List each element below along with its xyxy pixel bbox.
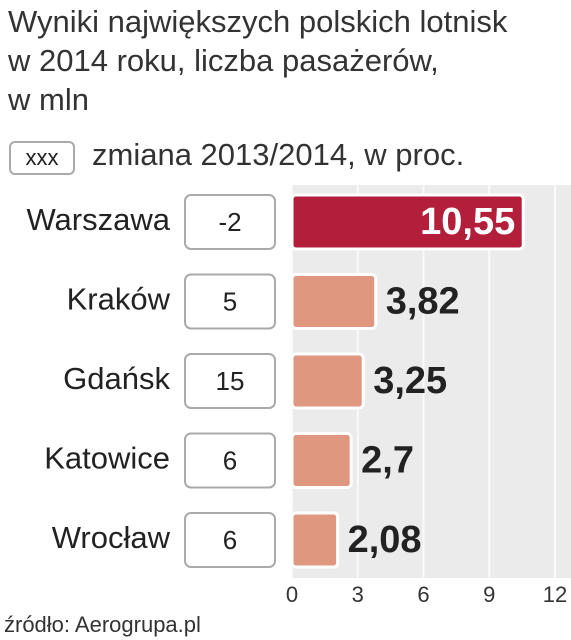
value-label: 3,82 — [386, 281, 460, 323]
change-box — [184, 353, 276, 409]
x-tick-label: 6 — [417, 582, 429, 607]
change-box — [184, 194, 276, 250]
legend-key-box — [9, 141, 75, 175]
legend-key: xxx — [26, 145, 59, 170]
change-box — [184, 432, 276, 489]
change-label: 6 — [223, 445, 237, 475]
x-tick-label: 3 — [352, 582, 364, 607]
change-label: 6 — [223, 525, 237, 555]
change-label: 15 — [216, 366, 245, 396]
x-tick-label: 12 — [543, 582, 567, 607]
chart-title: Wyniki największych polskich lotnisk w 2… — [8, 4, 508, 117]
bar — [290, 193, 525, 251]
value-label: 2,08 — [348, 519, 422, 561]
source: źródło: Aerogrupa.pl — [4, 612, 201, 637]
x-tick-label: 0 — [286, 582, 298, 607]
bar — [290, 352, 365, 410]
x-tick-label: 9 — [483, 582, 495, 607]
value-label: 2,7 — [361, 440, 414, 482]
change-label: -2 — [218, 207, 241, 237]
bar — [290, 432, 353, 489]
category-label: Gdańsk — [63, 361, 170, 396]
change-label: 5 — [223, 286, 237, 316]
value-label: 3,25 — [373, 360, 447, 402]
category-label: Kraków — [67, 282, 171, 317]
category-label: Katowice — [44, 441, 170, 476]
legend-label: zmiana 2013/2014, w proc. — [92, 137, 464, 172]
bar — [290, 273, 378, 330]
category-label: Warszawa — [26, 202, 170, 237]
change-box — [184, 273, 276, 330]
value-label: 10,55 — [420, 201, 515, 243]
bar — [290, 511, 340, 569]
change-box — [184, 512, 276, 568]
category-label: Wrocław — [52, 520, 171, 555]
